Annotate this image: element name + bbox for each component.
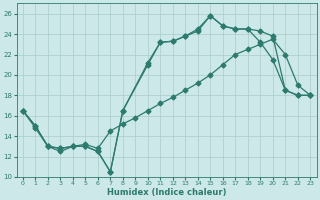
X-axis label: Humidex (Indice chaleur): Humidex (Indice chaleur) [107,188,226,197]
